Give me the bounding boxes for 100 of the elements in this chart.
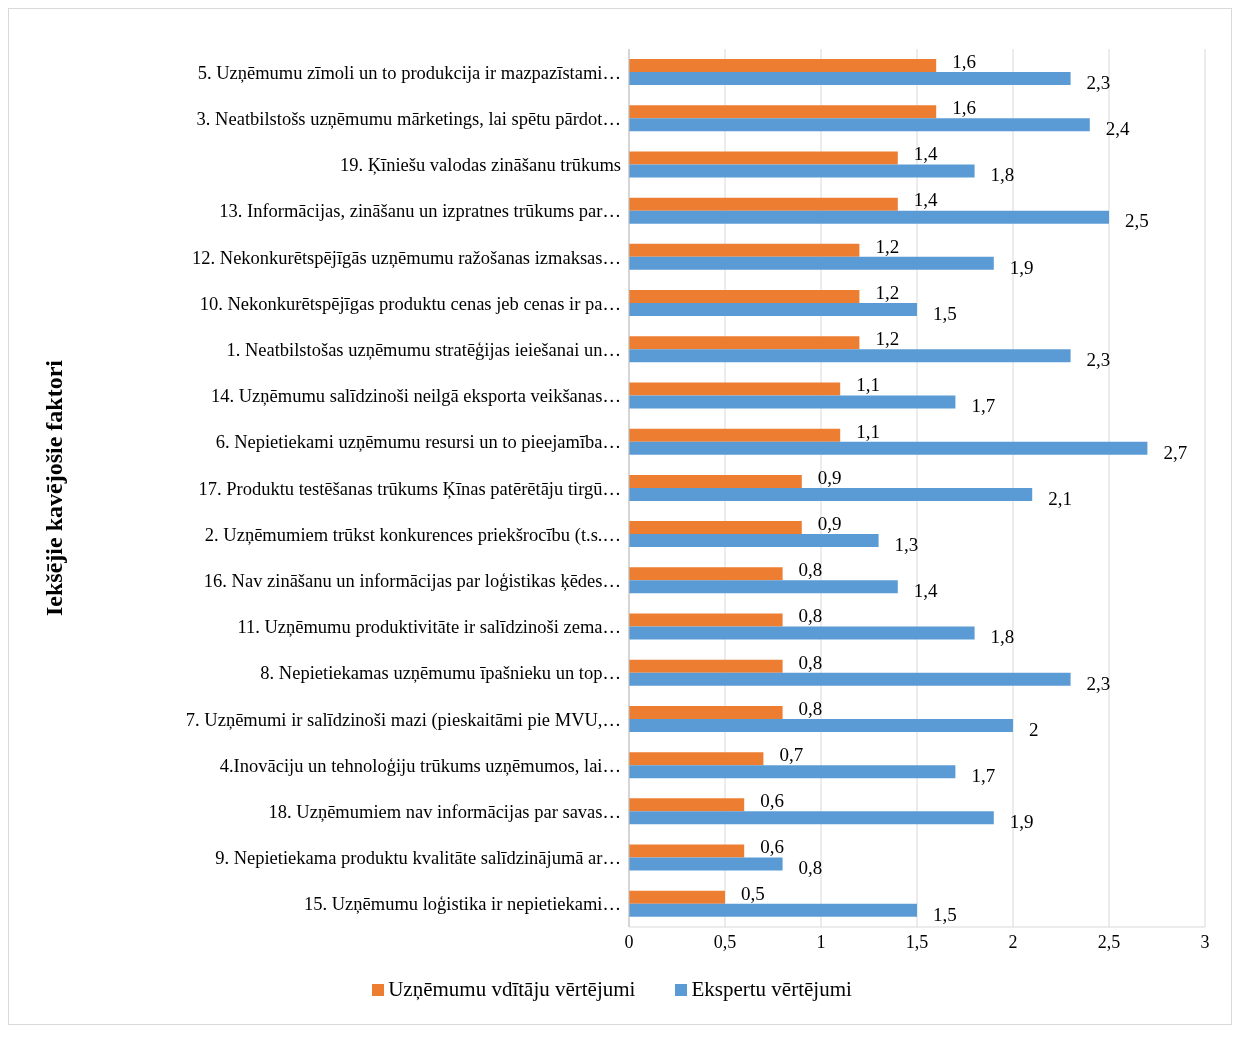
x-tick-label: 1: [816, 931, 826, 952]
bar: [629, 752, 764, 766]
bar: [629, 428, 841, 442]
y-tick-label: 12. Nekonkurētspējīgās uzņēmumu ražošanas izmaksas…: [192, 247, 621, 268]
data-label: 0,8: [798, 651, 823, 673]
bar: [629, 118, 1090, 132]
data-label: 0,5: [741, 882, 765, 904]
data-label: 0,8: [798, 857, 823, 879]
x-tick-label: 0: [624, 931, 634, 952]
data-label: 1,2: [875, 328, 900, 350]
data-label: 1,2: [875, 281, 900, 303]
bar: [629, 72, 1071, 85]
bar: [629, 303, 917, 317]
bar: [629, 626, 975, 640]
x-tick-label: 0,5: [713, 931, 737, 952]
data-label: 1,7: [971, 765, 996, 787]
x-tick-label: 2: [1008, 931, 1018, 952]
data-label: 1,6: [952, 97, 976, 119]
y-tick-label: 10. Nekonkurētspējīgas produktu cenas jeb cenas ir pa…: [199, 293, 621, 314]
data-label: 0,6: [760, 836, 784, 858]
y-tick-label: 5. Uzņēmumu zīmoli un to produkcija ir mazpazīstami…: [197, 62, 621, 83]
bar: [629, 811, 994, 825]
bar: [629, 441, 1148, 455]
bar: [629, 659, 783, 673]
bar: [629, 474, 802, 488]
bar: [629, 567, 783, 581]
y-tick-label: 18. Uzņēmumiem nav informācijas par savas…: [268, 802, 621, 823]
bar: [629, 903, 917, 917]
y-tick-label: 3. Neatbilstošs uzņēmumu mārketings, lai spētu pārdot…: [196, 108, 621, 129]
bar: [629, 487, 1033, 501]
y-tick-label: 11. Uzņēmumu produktivitāte ir salīdzinoši zema…: [237, 617, 621, 638]
y-axis-title: Iekšējie kavējošie faktori: [40, 359, 67, 616]
data-label: 2: [1029, 718, 1039, 740]
data-label: 0,9: [817, 512, 842, 534]
data-label: 1,9: [1009, 256, 1034, 278]
bar: [629, 395, 956, 409]
bar: [629, 765, 956, 779]
data-label: 1,5: [933, 302, 957, 324]
bar: [629, 857, 783, 871]
data-label: 1,7: [971, 395, 996, 417]
y-tick-label: 4.Inovāciju un tehnoloģiju trūkums uzņēmumos, lai…: [219, 755, 621, 776]
data-label: 0,7: [779, 744, 804, 766]
data-label: 1,6: [952, 50, 976, 72]
data-label: 1,4: [913, 143, 939, 165]
bar: [629, 151, 898, 165]
bar: [629, 164, 975, 178]
data-label: 1,9: [1009, 811, 1034, 833]
legend-label: Ekspertu vērtējumi: [691, 977, 852, 1002]
data-label: 2,1: [1048, 487, 1072, 509]
bar: [629, 210, 1109, 224]
y-tick-label: 7. Uzņēmumi ir salīdzinoši mazi (pieskaitāmi pie MVU,…: [185, 709, 621, 731]
data-label: 1,3: [894, 533, 919, 555]
bar: [629, 534, 879, 548]
y-tick-label: 16. Nav zināšanu un informācijas par loģistikas ķēdes…: [203, 570, 621, 591]
bar: [629, 59, 937, 72]
data-label: 1,2: [875, 235, 900, 257]
y-tick-label: 9. Nepietiekama produktu kvalitāte salīdzinājumā ar…: [215, 848, 621, 869]
y-tick-label: 14. Uzņēmumu salīdzinoši neilgā eksporta veikšanas…: [211, 386, 621, 407]
bar: [629, 256, 994, 270]
data-label: 1,8: [990, 626, 1015, 648]
legend-label: Uzņēmumu vdītāju vērtējumi: [388, 977, 636, 1002]
y-tick-label: 17. Produktu testēšanas trūkums Ķīnas patērētāju tirgū…: [198, 478, 621, 499]
y-tick-label: 1. Neatbilstošas uzņēmumu stratēģijas ieiešanai un…: [226, 339, 621, 360]
data-label: 2,3: [1086, 71, 1111, 93]
data-label: 1,8: [990, 164, 1015, 186]
data-label: 0,8: [798, 605, 823, 627]
data-label: 0,6: [760, 790, 784, 812]
data-label: 2,5: [1125, 210, 1149, 232]
bar: [629, 290, 860, 304]
data-label: 2,3: [1086, 672, 1111, 694]
bar: [629, 705, 783, 719]
data-label: 2,3: [1086, 349, 1111, 371]
bar: [629, 798, 745, 812]
bar: [629, 521, 802, 535]
x-tick-label: 2,5: [1097, 931, 1121, 952]
data-label: 0,8: [798, 697, 823, 719]
bar: [629, 336, 860, 350]
bar: [629, 890, 725, 904]
data-label: 1,1: [856, 374, 880, 396]
bar: [629, 580, 898, 594]
bar: [629, 197, 898, 211]
y-tick-label: 19. Ķīniešu valodas zināšanu trūkums: [339, 155, 621, 176]
y-tick-label: 2. Uzņēmumiem trūkst konkurences priekšrocību (t.s.…: [204, 524, 621, 546]
data-label: 0,8: [798, 559, 823, 581]
data-label: 1,5: [933, 903, 957, 925]
y-tick-label: 6. Nepietiekami uzņēmumu resursi un to pieejamība…: [215, 432, 621, 453]
bar: [629, 105, 937, 119]
bar: [629, 672, 1071, 686]
data-label: 0,9: [817, 466, 842, 488]
data-label: 2,7: [1163, 441, 1188, 463]
bar: [629, 243, 860, 257]
bar: [629, 382, 841, 396]
bar: [629, 844, 745, 858]
data-label: 1,4: [913, 189, 939, 211]
x-tick-label: 1,5: [905, 931, 929, 952]
bar: [629, 349, 1071, 363]
data-label: 2,4: [1105, 118, 1131, 140]
data-label: 1,1: [856, 420, 880, 442]
y-tick-label: 13. Informācijas, zināšanu un izpratnes trūkums par…: [219, 201, 621, 222]
data-label: 1,4: [913, 580, 939, 602]
